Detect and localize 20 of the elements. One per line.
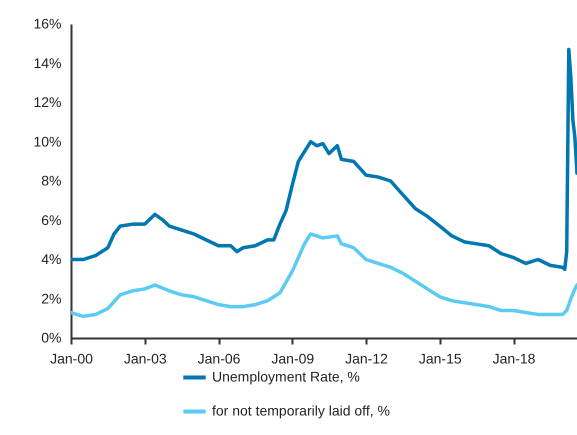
y-tick-label: 4%	[41, 251, 62, 267]
x-tick-label: Jan-18	[492, 350, 536, 366]
y-tick-label: 12%	[33, 94, 62, 110]
y-tick-label: 16%	[33, 16, 62, 32]
line-series	[71, 232, 577, 318]
x-tick-label: Jan-00	[50, 350, 94, 366]
x-tick-label: Jan-09	[271, 350, 314, 366]
x-tick-label: Jan-12	[345, 350, 388, 366]
legend-label: Unemployment Rate, %	[212, 368, 360, 384]
y-tick-label: 10%	[33, 133, 62, 150]
x-tick-label: Jan-03	[124, 350, 167, 366]
y-tick-label: 14%	[33, 54, 62, 71]
y-tick-label: 2%	[41, 290, 62, 306]
line-series	[71, 48, 577, 272]
y-tick-label: 0%	[41, 330, 62, 346]
legend-label: for not temporarily laid off, %	[212, 402, 390, 418]
x-tick-label: Jan-06	[198, 350, 241, 366]
y-tick-label: 6%	[41, 212, 62, 228]
y-tick-label: 8%	[41, 172, 62, 188]
x-tick-label: Jan-15	[418, 350, 462, 366]
